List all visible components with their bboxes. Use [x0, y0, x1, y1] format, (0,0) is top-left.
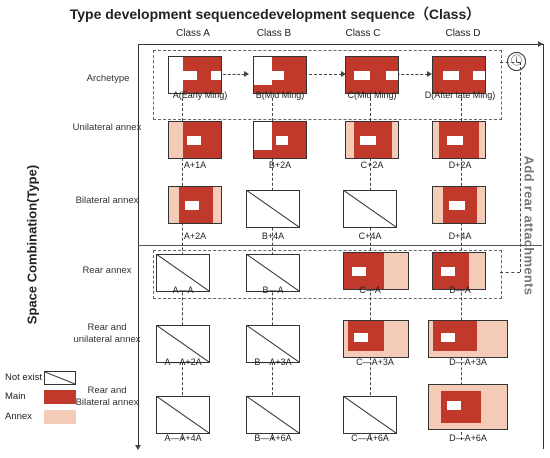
diagram-frame [138, 44, 544, 449]
label-d-rear-unilateral: D—A+3A [449, 357, 487, 367]
row-header-unilateral: Unilateral annex [72, 122, 142, 133]
arrow-c-d [387, 74, 428, 75]
cell-a-rear-unilateral [156, 325, 210, 363]
cell-b-rear-bilateral [246, 396, 300, 434]
info-icon: ⓘ [507, 52, 526, 71]
label-a-bilateral: A+2A [183, 231, 207, 241]
cell-d-rear [432, 252, 486, 290]
label-d-rear: D—A [449, 285, 471, 295]
cell-c-rear-unilateral [343, 320, 409, 358]
arrow-a-b [209, 74, 245, 75]
arrow-c-d-head [427, 71, 432, 77]
label-c-rear-bilateral: C—A+6A [351, 433, 389, 443]
label-a-rear: A—A [172, 285, 194, 295]
cell-a-unilateral [168, 121, 222, 159]
label-b-rear-unilateral: B—A+3A [254, 357, 292, 367]
row-header-archetype: Archetype [86, 73, 130, 84]
cell-d-unilateral [432, 121, 486, 159]
label-d-bilateral: D+4A [448, 231, 472, 241]
label-c-unilateral: C+2A [360, 160, 384, 170]
label-b-rear-bilateral: B—A+6A [254, 433, 292, 443]
cell-a-rear [156, 254, 210, 292]
label-a-unilateral: A+1A [183, 160, 207, 170]
column-header-b: Class B [256, 28, 292, 39]
label-b-rear: B—A [262, 285, 284, 295]
label-b-archetype: B(Mid Ming) [255, 90, 305, 100]
cell-d-bilateral [432, 186, 486, 224]
row-divider [138, 245, 542, 246]
cell-c-archetype [345, 56, 399, 94]
label-d-archetype: D(After late Ming) [424, 90, 496, 100]
row-header-rear: Rear annex [82, 265, 132, 276]
label-c-rear: C—A [359, 285, 381, 295]
legend-main-swatch [44, 390, 76, 404]
arrow-b-c-head [341, 71, 346, 77]
cell-d-rear-bilateral [428, 384, 508, 430]
cell-c-bilateral [343, 190, 397, 228]
cell-b-unilateral [253, 121, 307, 159]
rear-group-box [153, 250, 502, 299]
cell-a-archetype [168, 56, 222, 94]
legend-not-exist-label: Not exist [5, 372, 42, 383]
column-header-c: Class C [345, 28, 381, 39]
frame-arrow-down [135, 445, 141, 450]
legend-not-exist-swatch [44, 371, 76, 385]
label-d-unilateral: D+2A [448, 160, 472, 170]
label-c-archetype: C(Mid Ming) [347, 90, 397, 100]
cell-b-bilateral [246, 190, 300, 228]
archetype-group-box [153, 50, 502, 120]
label-d-rear-bilateral: D—A+6A [449, 433, 487, 443]
cell-c-rear [343, 252, 409, 290]
column-header-d: Class D [445, 28, 481, 39]
cell-a-rear-bilateral [156, 396, 210, 434]
label-b-bilateral: B+4A [261, 231, 285, 241]
side-connector-top [500, 62, 520, 63]
legend-annex-swatch [44, 410, 76, 424]
label-b-unilateral: B+2A [268, 160, 292, 170]
row-header-rear-unilateral: Rear and unilateral annex [73, 322, 141, 345]
cell-c-unilateral [345, 121, 399, 159]
label-c-rear-unilateral: C—A+3A [356, 357, 394, 367]
diagram-title: Type development sequencedevelopment seq… [69, 6, 481, 22]
label-c-bilateral: C+4A [358, 231, 382, 241]
side-connector [520, 62, 521, 272]
cell-d-rear-unilateral [428, 320, 508, 358]
arrow-a-b-head [244, 71, 249, 77]
label-a-archetype: A(Early Ming) [172, 90, 228, 100]
legend-annex-label: Annex [5, 411, 32, 422]
row-header-rear-bilateral: Rear and Bilateral annex [75, 385, 139, 408]
column-header-a: Class A [176, 28, 210, 39]
cell-a-bilateral [168, 186, 222, 224]
label-a-rear-bilateral: A—A+4A [164, 433, 202, 443]
cell-b-rear-unilateral [246, 325, 300, 363]
frame-arrow-right [538, 41, 543, 47]
row-header-bilateral: Bilateral annex [75, 195, 139, 206]
legend-main-label: Main [5, 391, 26, 402]
side-connector-bottom [500, 272, 520, 273]
arrow-b-c [299, 74, 342, 75]
label-a-rear-unilateral: A—A+2A [164, 357, 202, 367]
cell-b-rear [246, 254, 300, 292]
cell-c-rear-bilateral [343, 396, 397, 434]
cell-b-archetype [253, 56, 307, 94]
cell-d-archetype [432, 56, 486, 94]
y-axis-label: Space Combination(Type) [24, 164, 40, 325]
